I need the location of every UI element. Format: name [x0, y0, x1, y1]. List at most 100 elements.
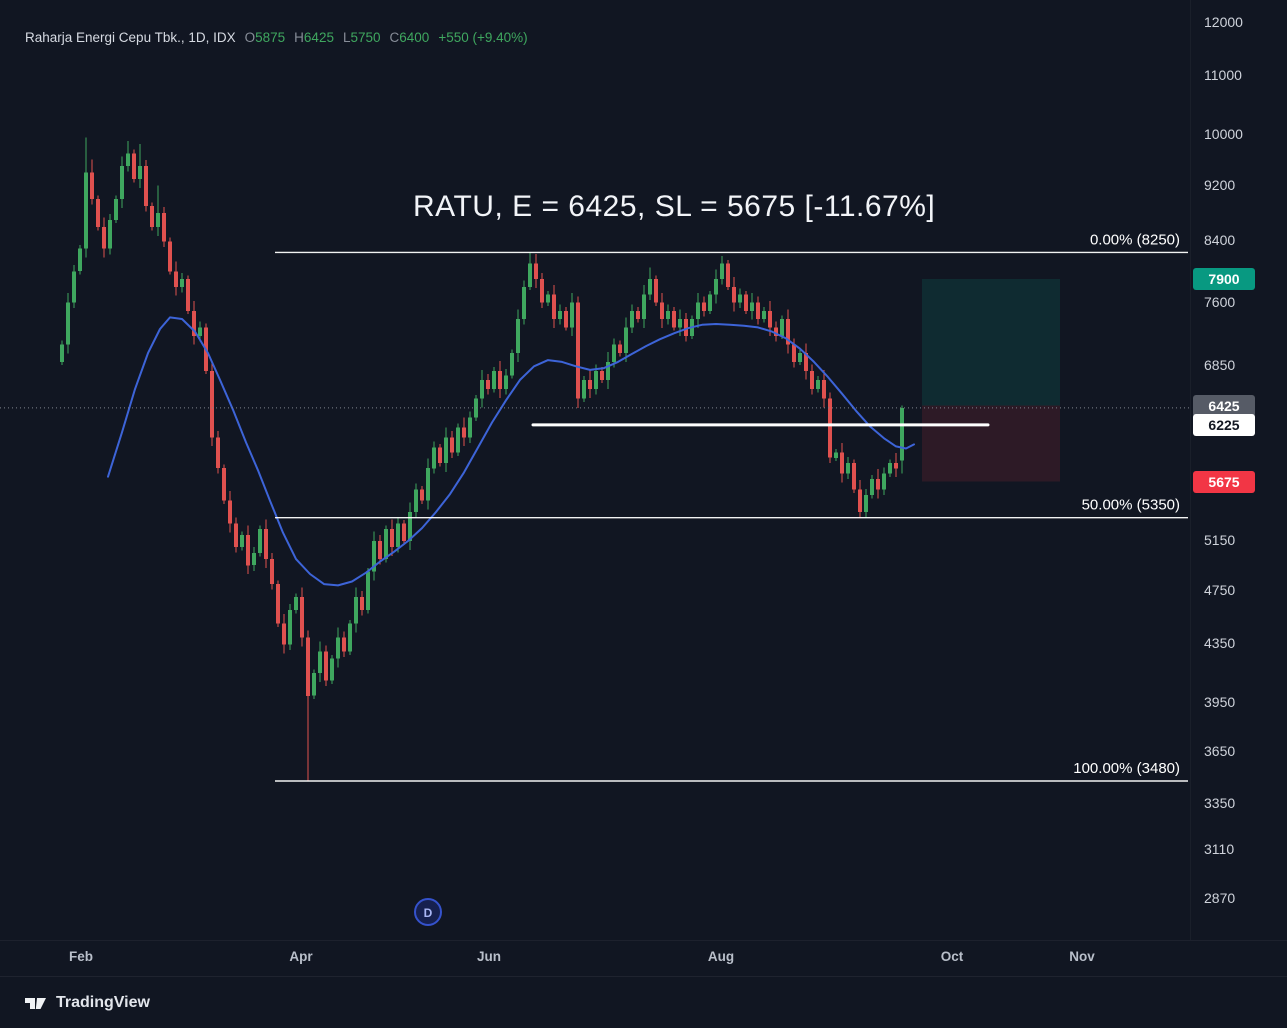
candle-body — [864, 495, 868, 512]
candle-body — [144, 166, 148, 207]
candle-body — [426, 468, 430, 501]
candle-body — [72, 271, 76, 303]
candle-body — [528, 263, 532, 287]
candle-body — [618, 344, 622, 354]
tradingview-logo-icon[interactable] — [24, 995, 48, 1011]
candle-body — [300, 597, 304, 638]
candle-body — [408, 512, 412, 541]
candle-body — [414, 489, 418, 512]
candle-body — [522, 286, 526, 319]
candle-body — [90, 172, 94, 200]
candle-body — [378, 541, 382, 560]
trade-annotation[interactable]: RATU, E = 6425, SL = 5675 [-11.67%] — [413, 190, 936, 223]
candle-body — [594, 370, 598, 390]
candle-body — [804, 353, 808, 371]
candle-body — [870, 478, 874, 496]
price-axis-label: 4750 — [1204, 581, 1236, 598]
candle-body — [678, 319, 682, 328]
candle-body — [852, 463, 856, 490]
price-axis-label: 8400 — [1204, 232, 1236, 249]
price-badge-target[interactable]: 7900 — [1193, 267, 1255, 290]
candle-body — [384, 529, 388, 560]
candle-body — [756, 302, 760, 319]
candle-body — [558, 310, 562, 319]
dividend-marker-label: D — [424, 906, 433, 920]
candle-body — [564, 310, 568, 328]
candle-body — [546, 294, 550, 303]
candle-body — [828, 398, 832, 458]
time-axis-label-apr: Apr — [289, 949, 313, 964]
candle-body — [246, 535, 250, 566]
candle-body — [444, 437, 448, 463]
dividend-marker-icon[interactable] — [414, 898, 442, 926]
candle-body — [132, 153, 136, 180]
candle-body — [582, 379, 586, 399]
candle-body — [630, 310, 634, 328]
candle-body — [174, 271, 178, 287]
time-axis-label-nov: Nov — [1069, 949, 1095, 964]
candle-body — [636, 310, 640, 319]
fib-label-2: 100.00% (3480) — [1073, 760, 1180, 777]
price-badge-stop[interactable]: 5675 — [1193, 470, 1255, 493]
candle-body — [162, 212, 166, 242]
candle-body — [504, 375, 508, 390]
symbol-title[interactable]: Raharja Energi Cepu Tbk., 1D, IDX — [25, 30, 236, 45]
candle-body — [108, 219, 112, 249]
chart-pane[interactable]: 0.00% (8250) 50.00% (5350) 100.00% (3480) D — [0, 0, 1190, 940]
candle-body — [822, 379, 826, 399]
candle-body — [102, 227, 106, 249]
candle-body — [750, 302, 754, 311]
candle-body — [882, 473, 886, 490]
candle-body — [624, 327, 628, 354]
position-loss-zone[interactable] — [922, 405, 1060, 482]
candle-body — [216, 437, 220, 469]
candle-body — [294, 597, 298, 611]
candle-body — [888, 463, 892, 474]
candle-body — [666, 310, 670, 319]
candle-body — [270, 559, 274, 585]
candle-body — [264, 529, 268, 560]
time-axis[interactable]: Feb Apr Jun Aug Oct Nov — [0, 940, 1287, 977]
candle-body — [738, 294, 742, 303]
candle-body — [372, 541, 376, 572]
ma-line[interactable] — [107, 316, 915, 587]
candle-body — [252, 553, 256, 566]
candle-body — [762, 310, 766, 319]
price-axis-label: 7600 — [1204, 293, 1236, 310]
candle-body — [846, 463, 850, 474]
candle-body — [576, 302, 580, 399]
candle-body — [336, 637, 340, 659]
candle-body — [318, 651, 322, 674]
candle-body — [660, 302, 664, 319]
candle-body — [642, 294, 646, 319]
candle-body — [834, 452, 838, 458]
price-axis-label: 5150 — [1204, 531, 1236, 548]
price-axis-label: 3110 — [1204, 840, 1235, 857]
price-change: +550 (+9.40%) — [438, 30, 528, 45]
candle-body — [774, 327, 778, 336]
candle-body — [450, 437, 454, 453]
candle-body — [360, 597, 364, 611]
candle-body — [66, 302, 70, 345]
candle-body — [354, 597, 358, 624]
price-axis-label: 12000 — [1204, 14, 1243, 30]
candle-body — [288, 610, 292, 645]
candle-body — [534, 263, 538, 279]
price-badge-entry[interactable]: 6425 — [1193, 394, 1255, 417]
candle-body — [696, 302, 700, 319]
price-badge-support-line[interactable]: 6225 — [1193, 413, 1255, 436]
candle-body — [768, 310, 772, 328]
position-profit-zone[interactable] — [922, 279, 1060, 406]
candle-body — [366, 571, 370, 611]
price-axis-label: 3950 — [1204, 694, 1236, 711]
candle-body — [324, 651, 328, 681]
price-axis-label: 6850 — [1204, 357, 1236, 374]
tradingview-brand[interactable]: TradingView — [56, 993, 150, 1011]
candle-body — [900, 407, 904, 461]
price-axis-label: 10000 — [1204, 125, 1243, 142]
candle-body — [114, 199, 118, 220]
price-axis-label: 9200 — [1204, 176, 1236, 193]
candle-body — [600, 370, 604, 380]
price-axis[interactable]: 12000 11000 10000 9200 8400 7600 6850 5150 4750 4… — [1190, 0, 1287, 940]
